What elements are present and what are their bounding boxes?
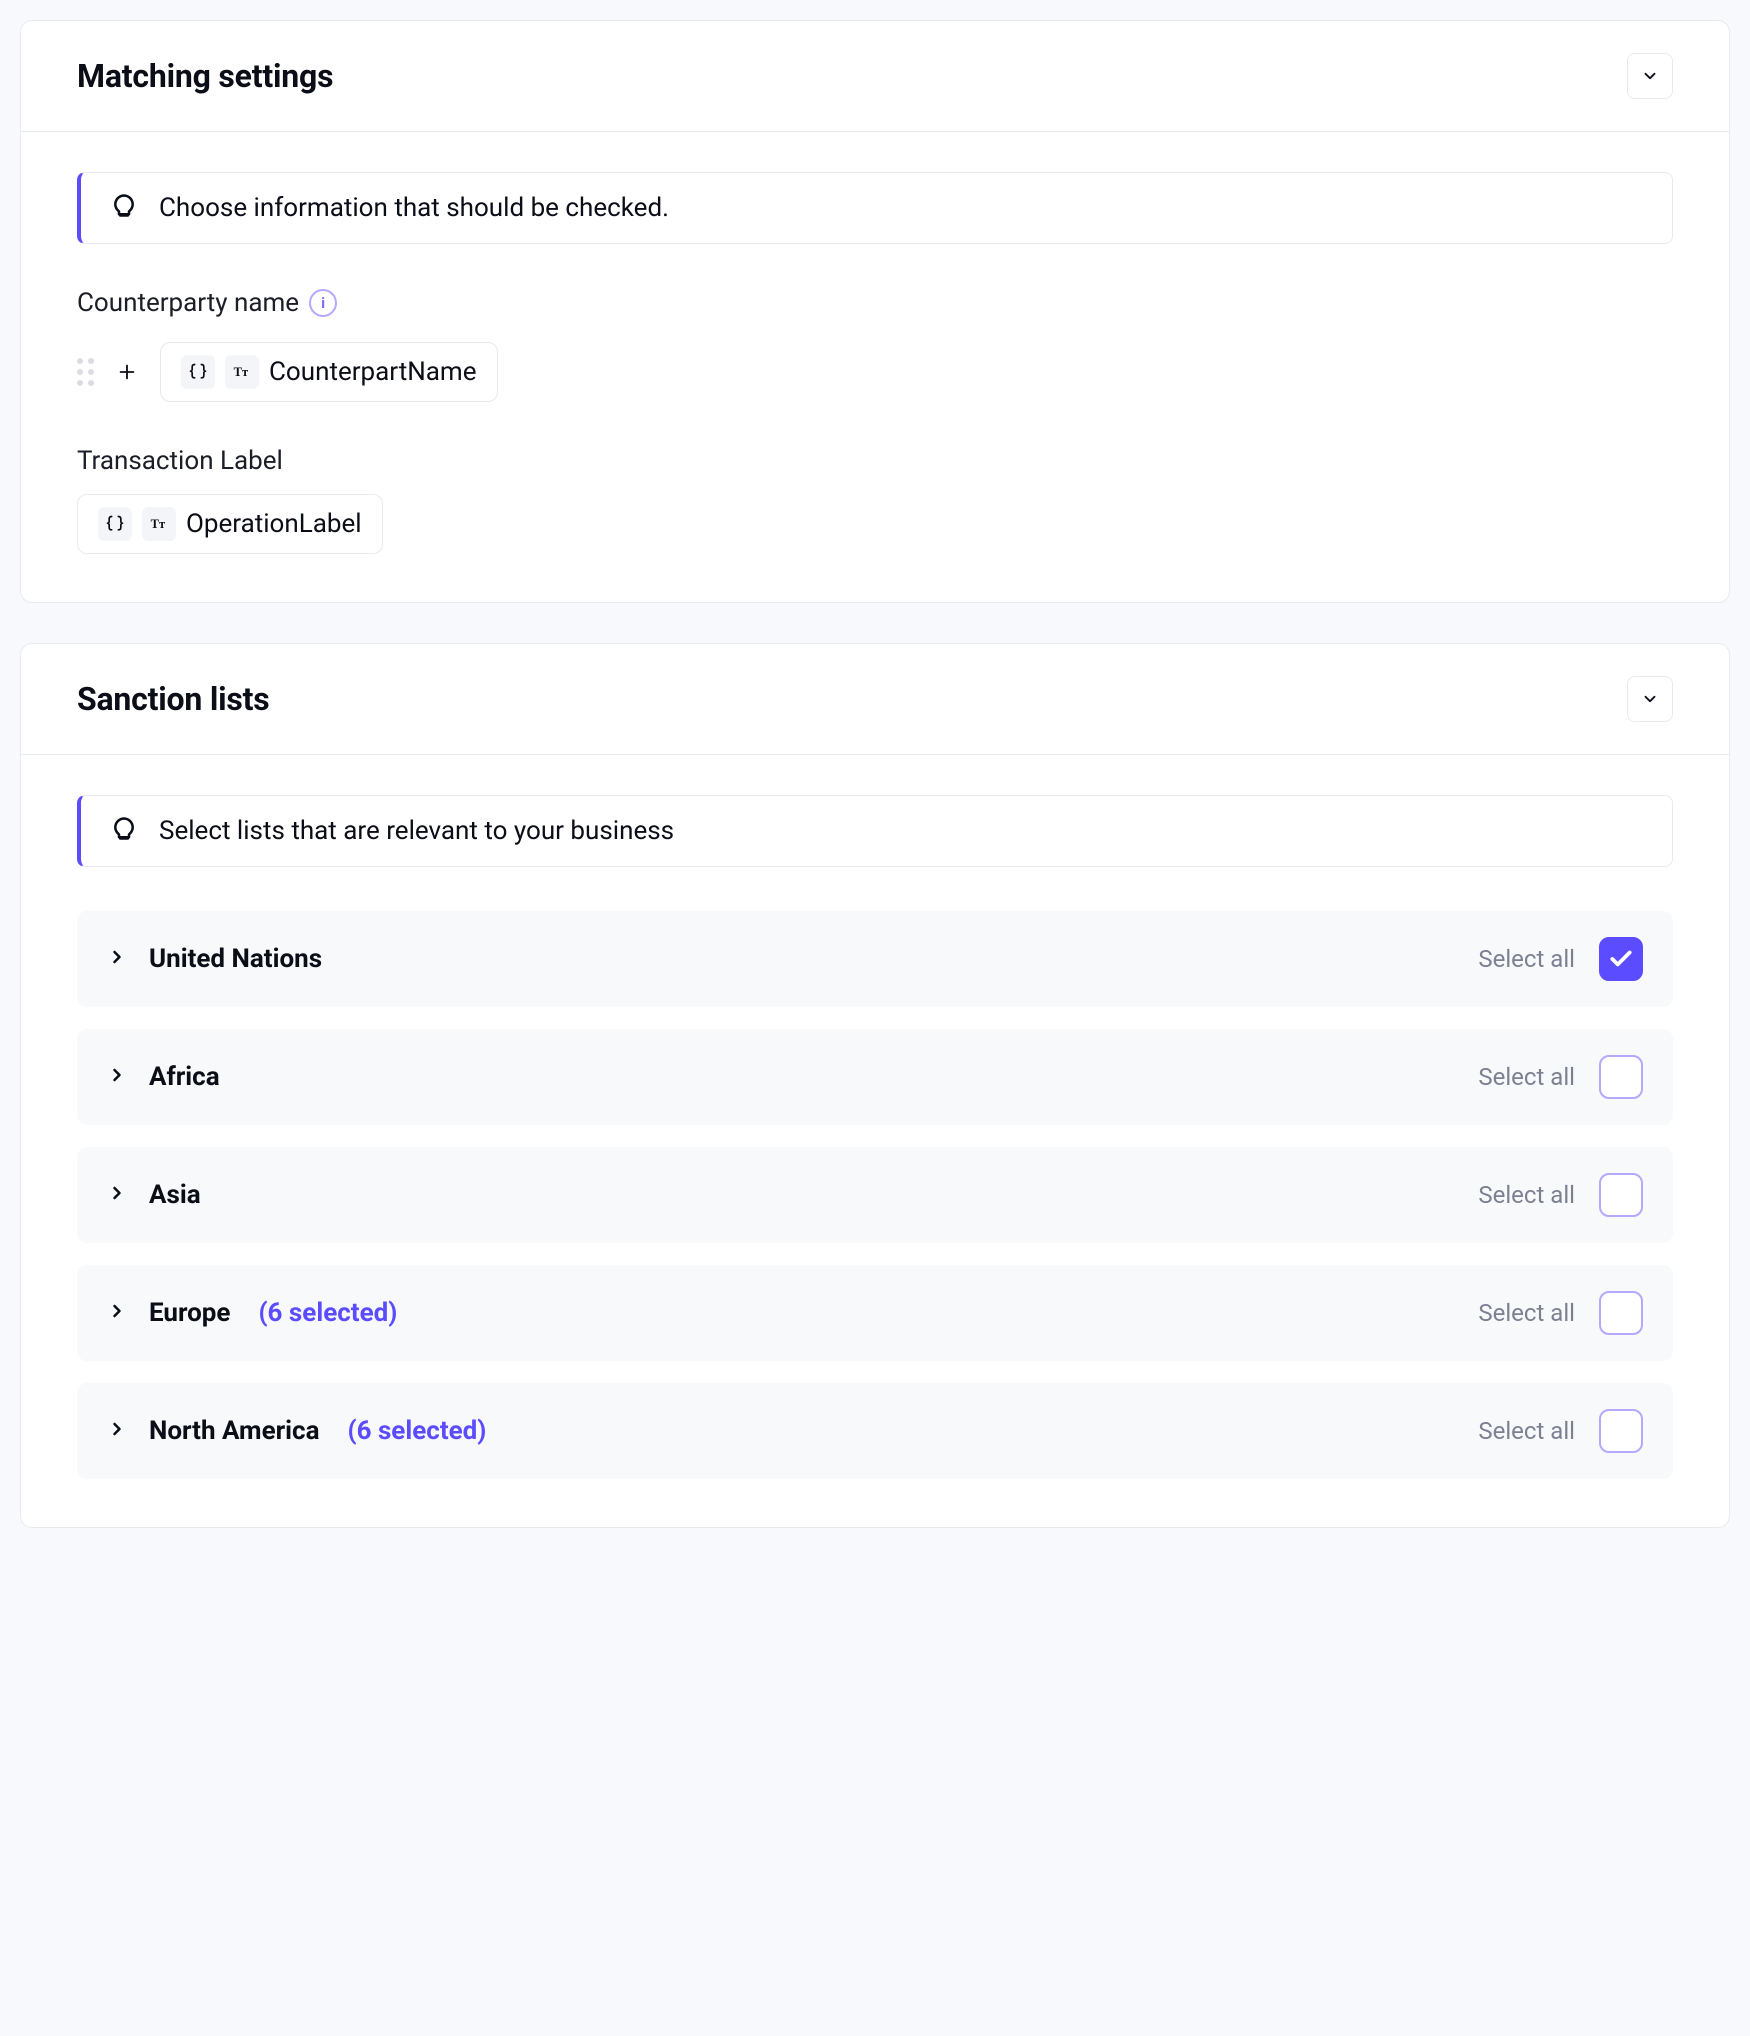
sanction-lists-body: Select lists that are relevant to your b… (21, 755, 1729, 1527)
matching-settings-body: Choose information that should be checke… (21, 132, 1729, 602)
matching-collapse-button[interactable] (1627, 53, 1673, 99)
matching-settings-card: Matching settings Choose information tha… (20, 20, 1730, 603)
chevron-right-icon[interactable] (107, 1065, 127, 1089)
sanction-row-right: Select all (1478, 1173, 1643, 1217)
select-all-label: Select all (1478, 1417, 1575, 1445)
add-token-button[interactable] (112, 357, 142, 387)
select-all-label: Select all (1478, 1063, 1575, 1091)
transaction-token[interactable]: Tт OperationLabel (77, 494, 383, 554)
sanction-row-name: United Nations (149, 944, 322, 974)
svg-text:Tт: Tт (151, 517, 165, 531)
sanctions-tip-text: Select lists that are relevant to your b… (159, 816, 674, 846)
counterparty-token-text: CounterpartName (269, 357, 477, 387)
sanction-row-right: Select all (1478, 1291, 1643, 1335)
matching-settings-header: Matching settings (21, 21, 1729, 132)
sanction-list-rows: United Nations Select all Africa Select all… (77, 911, 1673, 1479)
chevron-down-icon (1641, 690, 1659, 708)
sanction-row[interactable]: United Nations Select all (77, 911, 1673, 1007)
sanction-row-selected-count: (6 selected) (258, 1298, 397, 1328)
braces-icon (98, 507, 132, 541)
braces-icon (181, 355, 215, 389)
matching-tip-text: Choose information that should be checke… (159, 193, 669, 223)
sanction-lists-header: Sanction lists (21, 644, 1729, 755)
text-type-icon: Tт (142, 507, 176, 541)
sanction-row-left: United Nations (107, 944, 322, 974)
chevron-right-icon[interactable] (107, 1419, 127, 1443)
sanction-row-selected-count: (6 selected) (347, 1416, 486, 1446)
svg-text:Tт: Tт (234, 365, 248, 379)
transaction-token-text: OperationLabel (186, 509, 362, 539)
sanctions-collapse-button[interactable] (1627, 676, 1673, 722)
select-all-label: Select all (1478, 1299, 1575, 1327)
sanction-row[interactable]: North America (6 selected) Select all (77, 1383, 1673, 1479)
select-all-checkbox[interactable] (1599, 937, 1643, 981)
sanction-row-left: Africa (107, 1062, 220, 1092)
sanction-row-left: North America (6 selected) (107, 1416, 486, 1446)
sanction-row[interactable]: Africa Select all (77, 1029, 1673, 1125)
sanction-row-left: Asia (107, 1180, 201, 1210)
chevron-right-icon[interactable] (107, 1183, 127, 1207)
chevron-right-icon[interactable] (107, 947, 127, 971)
select-all-checkbox[interactable] (1599, 1055, 1643, 1099)
sanction-row-left: Europe (6 selected) (107, 1298, 397, 1328)
select-all-checkbox[interactable] (1599, 1291, 1643, 1335)
counterparty-token[interactable]: Tт CounterpartName (160, 342, 498, 402)
text-type-icon: Tт (225, 355, 259, 389)
lightbulb-icon (109, 193, 139, 223)
sanction-row-right: Select all (1478, 1055, 1643, 1099)
chevron-right-icon[interactable] (107, 1301, 127, 1325)
matching-settings-title: Matching settings (77, 57, 333, 95)
drag-handle-icon[interactable] (77, 358, 94, 386)
select-all-checkbox[interactable] (1599, 1173, 1643, 1217)
sanction-row-name: Africa (149, 1062, 220, 1092)
select-all-checkbox[interactable] (1599, 1409, 1643, 1453)
transaction-label: Transaction Label (77, 446, 1673, 476)
sanction-row-name: Asia (149, 1180, 201, 1210)
check-icon (1608, 946, 1634, 972)
sanction-lists-title: Sanction lists (77, 680, 270, 718)
sanction-row[interactable]: Asia Select all (77, 1147, 1673, 1243)
counterparty-token-row: Tт CounterpartName (77, 342, 1673, 402)
info-icon[interactable]: i (309, 289, 337, 317)
sanction-lists-card: Sanction lists Select lists that are rel… (20, 643, 1730, 1528)
sanction-row-name: North America (149, 1416, 319, 1446)
counterparty-name-label-row: Counterparty name i (77, 288, 1673, 318)
select-all-label: Select all (1478, 945, 1575, 973)
select-all-label: Select all (1478, 1181, 1575, 1209)
sanctions-tip: Select lists that are relevant to your b… (77, 795, 1673, 867)
sanction-row[interactable]: Europe (6 selected) Select all (77, 1265, 1673, 1361)
counterparty-name-label: Counterparty name (77, 288, 299, 318)
lightbulb-icon (109, 816, 139, 846)
sanction-row-name: Europe (149, 1298, 230, 1328)
chevron-down-icon (1641, 67, 1659, 85)
matching-tip: Choose information that should be checke… (77, 172, 1673, 244)
sanction-row-right: Select all (1478, 1409, 1643, 1453)
sanction-row-right: Select all (1478, 937, 1643, 981)
